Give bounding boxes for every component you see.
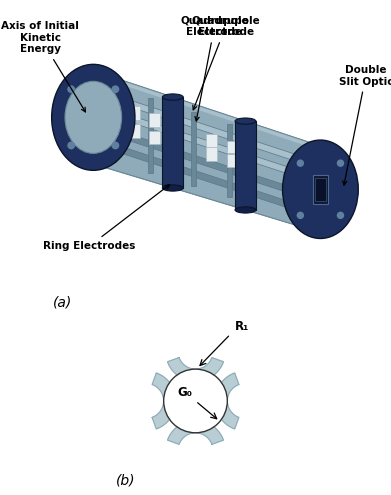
Ellipse shape bbox=[283, 140, 358, 239]
Polygon shape bbox=[227, 141, 237, 153]
Polygon shape bbox=[93, 71, 320, 150]
Polygon shape bbox=[167, 421, 224, 445]
Circle shape bbox=[297, 160, 303, 166]
Polygon shape bbox=[149, 131, 160, 145]
Polygon shape bbox=[152, 373, 176, 429]
Polygon shape bbox=[97, 139, 317, 217]
Text: Ring Electrodes: Ring Electrodes bbox=[43, 185, 169, 251]
Text: G₀: G₀ bbox=[178, 387, 193, 399]
Circle shape bbox=[337, 212, 344, 218]
Circle shape bbox=[297, 212, 303, 218]
Polygon shape bbox=[111, 86, 116, 162]
Polygon shape bbox=[162, 97, 183, 188]
Polygon shape bbox=[206, 134, 217, 147]
Polygon shape bbox=[227, 154, 237, 167]
Polygon shape bbox=[191, 112, 196, 186]
Text: Quadrupole
Electrode: Quadrupole Electrode bbox=[180, 16, 249, 121]
Ellipse shape bbox=[162, 185, 183, 191]
Polygon shape bbox=[97, 89, 317, 168]
Circle shape bbox=[68, 142, 74, 148]
Text: R₁: R₁ bbox=[235, 320, 249, 333]
Ellipse shape bbox=[235, 118, 256, 124]
Ellipse shape bbox=[52, 64, 135, 170]
Polygon shape bbox=[149, 113, 160, 127]
Polygon shape bbox=[215, 373, 239, 429]
Text: Quadrupole
Electrode: Quadrupole Electrode bbox=[192, 16, 260, 110]
Polygon shape bbox=[148, 98, 152, 173]
Text: (a): (a) bbox=[54, 296, 73, 310]
Circle shape bbox=[112, 142, 118, 148]
Polygon shape bbox=[93, 71, 320, 233]
Polygon shape bbox=[129, 106, 140, 120]
Bar bbox=[313, 175, 328, 204]
Polygon shape bbox=[129, 124, 140, 138]
Circle shape bbox=[337, 160, 344, 166]
Circle shape bbox=[112, 86, 118, 93]
Text: Double
Slit Optic: Double Slit Optic bbox=[339, 65, 391, 185]
Bar bbox=[315, 178, 326, 201]
Ellipse shape bbox=[162, 94, 183, 100]
Polygon shape bbox=[227, 124, 232, 197]
Text: (b): (b) bbox=[116, 474, 135, 488]
Circle shape bbox=[164, 369, 227, 433]
Polygon shape bbox=[206, 148, 217, 160]
Text: Axis of Initial
Kinetic
Energy: Axis of Initial Kinetic Energy bbox=[1, 21, 86, 112]
Polygon shape bbox=[167, 357, 224, 381]
Polygon shape bbox=[97, 104, 317, 183]
Polygon shape bbox=[97, 123, 317, 202]
Polygon shape bbox=[235, 121, 256, 210]
Circle shape bbox=[68, 86, 74, 93]
Ellipse shape bbox=[235, 207, 256, 213]
Ellipse shape bbox=[65, 81, 122, 153]
